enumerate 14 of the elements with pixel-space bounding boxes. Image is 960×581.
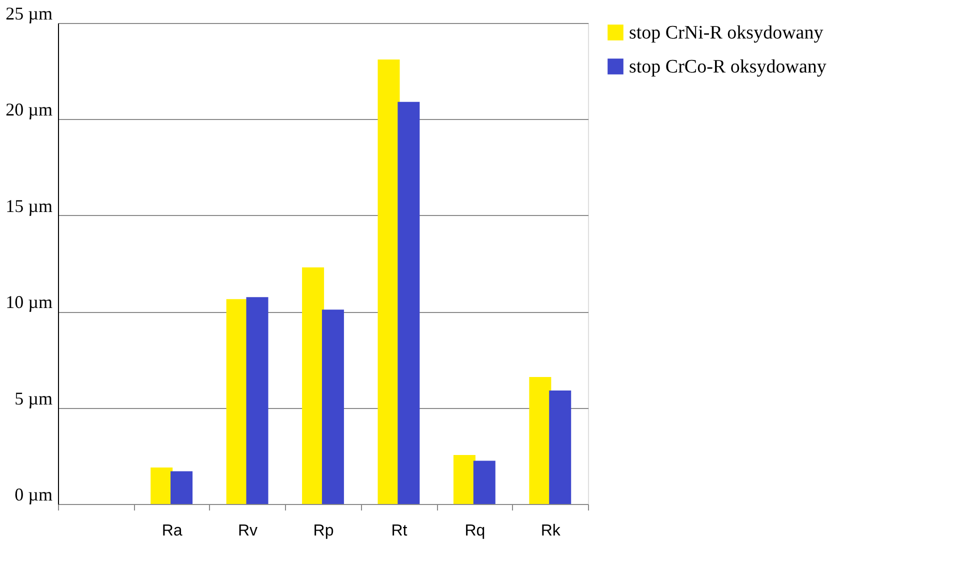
y-tick-label: 10 µm bbox=[6, 292, 52, 312]
x-tick-label: Ra bbox=[162, 522, 182, 540]
legend-label: stop CrNi-R oksydowany bbox=[629, 22, 824, 44]
y-tick-label: 25 µm bbox=[6, 4, 52, 24]
x-tick-label: Rk bbox=[540, 522, 562, 540]
y-tick-label: 20 µm bbox=[6, 100, 52, 120]
x-tick-label: Rp bbox=[313, 522, 334, 540]
y-tick-label: 0 µm bbox=[14, 484, 52, 504]
x-tick-label: Rv bbox=[238, 522, 258, 540]
x-tick-label: Rt bbox=[391, 522, 408, 540]
legend-label: stop CrCo-R oksydowany bbox=[629, 56, 827, 78]
y-tick-label: 15 µm bbox=[6, 196, 52, 216]
y-tick-label: 5 µm bbox=[14, 388, 52, 408]
x-tick-label: Rq bbox=[464, 522, 486, 540]
